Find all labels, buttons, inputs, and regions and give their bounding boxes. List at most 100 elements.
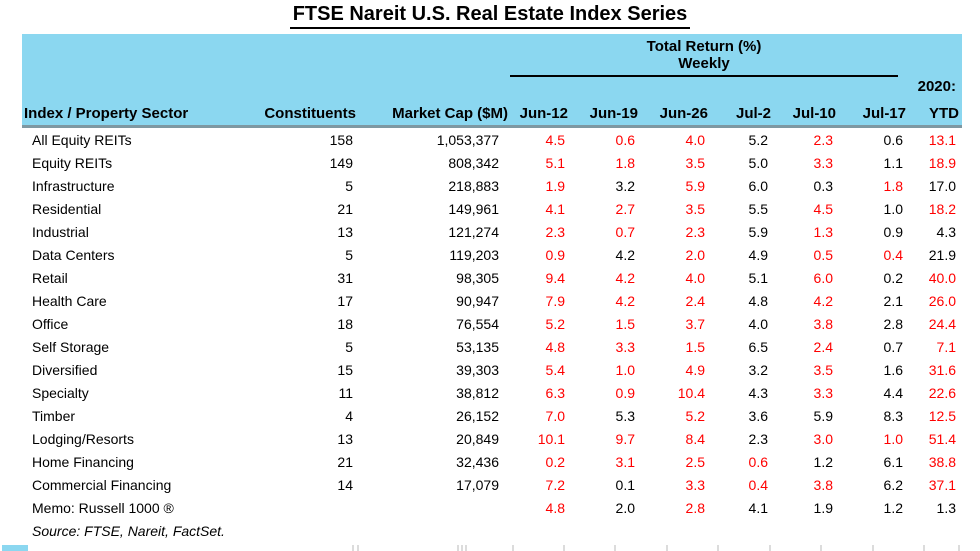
return-cell: 0.1: [615, 476, 635, 493]
return-cell: 1.2: [813, 453, 833, 470]
table-row: Lodging/Resorts 13 20,849 10.1 9.7 8.4 2…: [22, 427, 962, 450]
return-cell: 1.3: [813, 223, 833, 240]
return-cell: 2.3: [748, 430, 768, 447]
gridline-tick: [357, 545, 359, 551]
table-row: Home Financing 21 32,436 0.2 3.1 2.5 0.6…: [22, 450, 962, 473]
return-cell: 6.0: [748, 177, 768, 194]
constituents-cell: 21: [337, 200, 353, 217]
page-title: FTSE Nareit U.S. Real Estate Index Serie…: [289, 3, 691, 29]
return-cell: 4.2: [813, 292, 833, 309]
return-cell: 12.5: [928, 407, 956, 424]
table-row: Infrastructure 5 218,883 1.9 3.2 5.9 6.0…: [22, 174, 962, 197]
market-cap-cell: 53,135: [456, 338, 499, 355]
return-cell: 2.7: [615, 200, 635, 217]
return-cell: 3.3: [685, 476, 705, 493]
total-return-group-header: Total Return (%) Weekly: [510, 38, 898, 77]
return-cell: 10.1: [537, 430, 565, 447]
return-cell: 51.4: [928, 430, 956, 447]
col-header-jun-26: Jun-26: [641, 100, 711, 128]
source-note: Source: FTSE, Nareit, FactSet.: [32, 522, 225, 539]
col-header-sector: Index / Property Sector: [22, 100, 247, 128]
return-cell: 31.6: [928, 361, 956, 378]
return-cell: 5.3: [615, 407, 635, 424]
return-cell: 9.4: [545, 269, 565, 286]
return-cell: 0.6: [748, 453, 768, 470]
sector-cell: Diversified: [32, 361, 98, 378]
table-row: Industrial 13 121,274 2.3 0.7 2.3 5.9 1.…: [22, 220, 962, 243]
return-cell: 4.2: [615, 269, 635, 286]
return-cell: 21.9: [928, 246, 956, 263]
return-cell: 2.3: [545, 223, 565, 240]
constituents-cell: 17: [337, 292, 353, 309]
return-cell: 37.1: [928, 476, 956, 493]
constituents-cell: 5: [345, 177, 353, 194]
sector-cell: Office: [32, 315, 69, 332]
return-cell: 6.5: [748, 338, 768, 355]
return-cell: 3.2: [615, 177, 635, 194]
return-cell: 3.7: [685, 315, 705, 332]
return-cell: 4.8: [748, 292, 768, 309]
return-cell: 0.9: [615, 384, 635, 401]
table-row: Self Storage 5 53,135 4.8 3.3 1.5 6.5 2.…: [22, 335, 962, 358]
table-row: Residential 21 149,961 4.1 2.7 3.5 5.5 4…: [22, 197, 962, 220]
market-cap-cell: 38,812: [456, 384, 499, 401]
return-cell: 18.9: [928, 154, 956, 171]
col-header-jul-10: Jul-10: [774, 100, 839, 128]
return-cell: 4.0: [685, 269, 705, 286]
market-cap-cell: [359, 496, 511, 519]
sector-cell: Infrastructure: [32, 177, 115, 194]
col-header-jun-19: Jun-19: [571, 100, 641, 128]
return-cell: 1.5: [615, 315, 635, 332]
return-cell: 4.2: [615, 292, 635, 309]
index-table-sheet: Total Return (%) Weekly 2020: Index / Pr…: [22, 34, 962, 542]
constituents-cell: 18: [337, 315, 353, 332]
gridline-tick: [465, 545, 467, 551]
table-row: Retail 31 98,305 9.4 4.2 4.0 5.1 6.0 0.2…: [22, 266, 962, 289]
table-row: All Equity REITs 158 1,053,377 4.5 0.6 4…: [22, 127, 962, 152]
return-cell: 1.9: [545, 177, 565, 194]
return-cell: 5.0: [748, 154, 768, 171]
gridline-tick: [352, 545, 354, 551]
return-cell: 6.3: [545, 384, 565, 401]
table-row: Commercial Financing 14 17,079 7.2 0.1 3…: [22, 473, 962, 496]
return-cell: 5.5: [748, 200, 768, 217]
table-row: Specialty 11 38,812 6.3 0.9 10.4 4.3 3.3…: [22, 381, 962, 404]
sector-cell: All Equity REITs: [32, 131, 132, 148]
market-cap-cell: 26,152: [456, 407, 499, 424]
return-cell: 0.9: [883, 223, 903, 240]
table-row: Office 18 76,554 5.2 1.5 3.7 4.0 3.8 2.8…: [22, 312, 962, 335]
col-header-constituents: Constituents: [247, 100, 359, 128]
table-row: Diversified 15 39,303 5.4 1.0 4.9 3.2 3.…: [22, 358, 962, 381]
gridline-tick: [457, 545, 459, 551]
constituents-cell: 158: [329, 131, 353, 148]
return-cell: 4.9: [748, 246, 768, 263]
constituents-cell: 5: [345, 246, 353, 263]
table-row: Memo: Russell 1000 ® 4.8 2.0 2.8 4.1 1.9…: [22, 496, 962, 519]
return-cell: 0.9: [545, 246, 565, 263]
col-header-ytd: YTD: [909, 100, 962, 128]
return-cell: 13.1: [928, 131, 956, 148]
return-cell: 7.2: [545, 476, 565, 493]
return-cell: 0.5: [813, 246, 833, 263]
ytd-year-label: 2020:: [917, 78, 956, 95]
gridline-tick: [563, 545, 565, 551]
return-cell: 0.4: [748, 476, 768, 493]
return-cell: 3.1: [615, 453, 635, 470]
sector-cell: Memo: Russell 1000 ®: [32, 499, 174, 516]
return-cell: 6.1: [883, 453, 903, 470]
constituents-cell: 149: [329, 154, 353, 171]
return-cell: 2.4: [685, 292, 705, 309]
return-cell: 7.9: [545, 292, 565, 309]
return-cell: 5.1: [545, 154, 565, 171]
sector-cell: Self Storage: [32, 338, 110, 355]
gridline-tick: [923, 545, 925, 551]
constituents-cell: 21: [337, 453, 353, 470]
return-cell: 1.3: [936, 499, 956, 516]
return-cell: 1.0: [615, 361, 635, 378]
return-cell: 6.0: [813, 269, 833, 286]
return-cell: 22.6: [928, 384, 956, 401]
market-cap-cell: 218,883: [448, 177, 499, 194]
return-cell: 3.2: [748, 361, 768, 378]
table-header-band: Total Return (%) Weekly 2020:: [22, 34, 962, 100]
return-cell: 7.1: [936, 338, 956, 355]
